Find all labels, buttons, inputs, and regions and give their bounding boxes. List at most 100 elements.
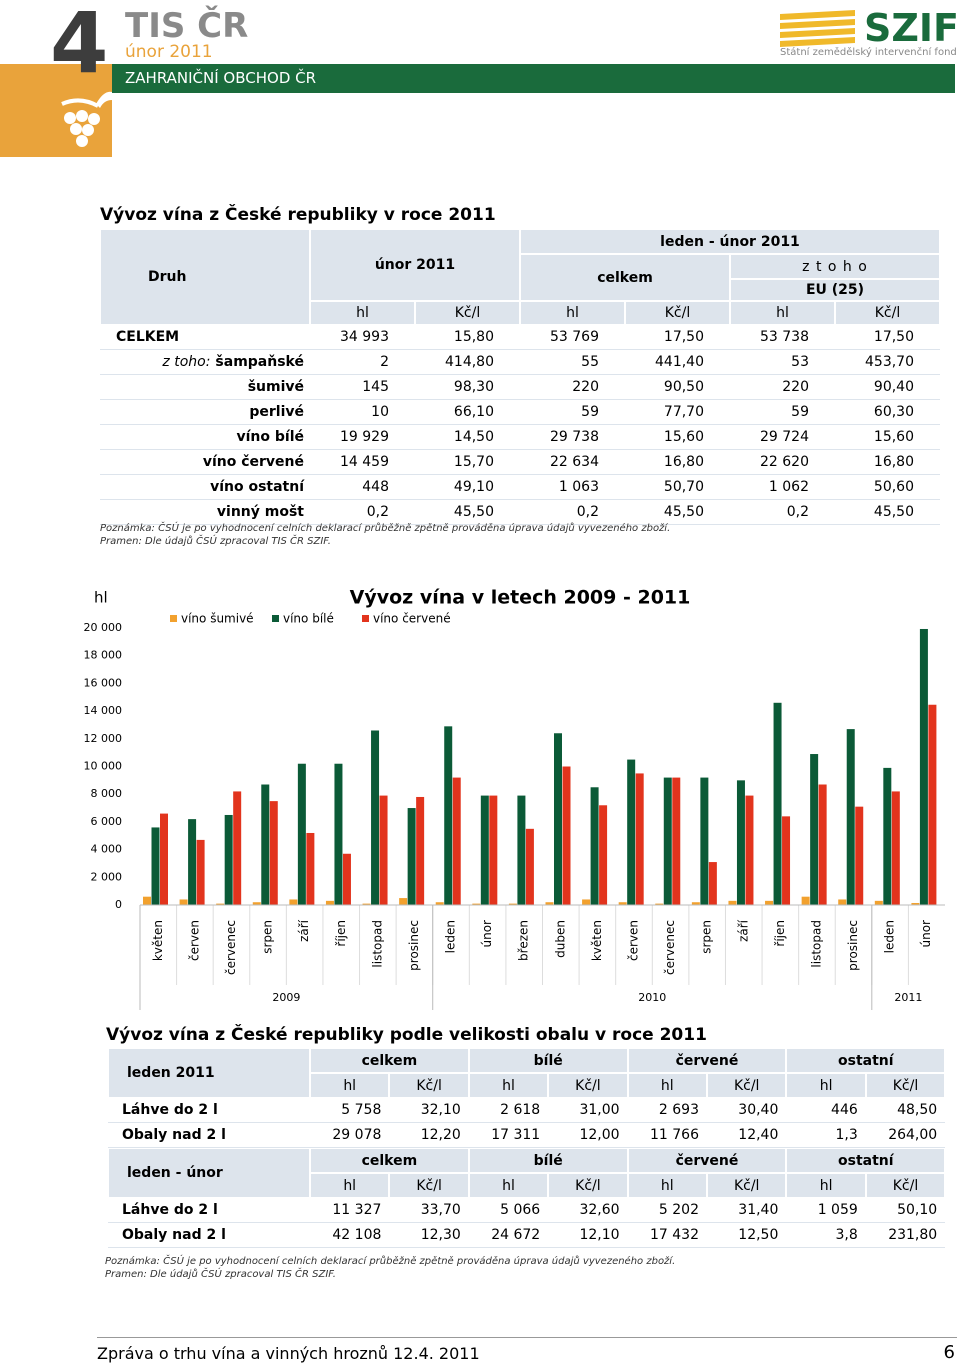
- cell: 17 432: [627, 1223, 707, 1248]
- cell: 31,40: [707, 1198, 787, 1223]
- bar: [334, 763, 343, 905]
- bar: [883, 767, 892, 905]
- cell: 42 108: [310, 1223, 390, 1248]
- x-tick-label: srpen: [261, 920, 275, 954]
- cell: 15,60: [835, 425, 940, 450]
- bar: [297, 763, 306, 905]
- bar: [472, 903, 481, 905]
- unit-cell: Kč/l: [625, 301, 730, 325]
- y-tick-label: 6 000: [91, 815, 123, 828]
- bar: [911, 902, 920, 905]
- cell: 34 993: [310, 325, 415, 350]
- cell: 90,50: [625, 375, 730, 400]
- unit-cell: hl: [786, 1173, 866, 1198]
- cell: 49,10: [415, 475, 520, 500]
- cell: 220: [520, 375, 625, 400]
- section: ZAHRANIČNÍ OBCHOD ČR: [125, 69, 317, 87]
- cell: 55: [520, 350, 625, 375]
- y-tick-label: 20 000: [84, 621, 123, 634]
- cell: 448: [310, 475, 415, 500]
- x-tick-label: leden: [444, 920, 458, 953]
- bar: [855, 806, 864, 905]
- bar: [599, 805, 608, 905]
- bar: [765, 900, 774, 905]
- y-tick-label: 8 000: [91, 787, 123, 800]
- note: Poznámka: ČSÚ je po vyhodnocení celních …: [100, 523, 671, 534]
- bar: [489, 795, 498, 905]
- cell: 1 059: [786, 1198, 866, 1223]
- cell: 2 618: [468, 1098, 549, 1123]
- bar: [554, 733, 562, 905]
- bar: [233, 791, 242, 905]
- row-label: víno červené: [100, 450, 310, 475]
- cell: 15,60: [625, 425, 730, 450]
- bar: [143, 896, 151, 905]
- cell: 5 202: [627, 1198, 707, 1223]
- cell: 53 769: [520, 325, 625, 350]
- row-label: perlivé: [100, 400, 310, 425]
- cell: 15,70: [415, 450, 520, 475]
- bar: [179, 899, 188, 905]
- unit-cell: Kč/l: [835, 301, 940, 325]
- unit-cell: Kč/l: [707, 1173, 787, 1198]
- cell: 3,8: [786, 1223, 866, 1248]
- cell: 32,60: [548, 1198, 628, 1223]
- header-cell: celkem: [520, 254, 730, 301]
- row-name: šumivé: [247, 379, 304, 395]
- header-cell: z t o h o: [730, 254, 940, 279]
- brand: TIS ČR: [125, 6, 249, 46]
- cell: 231,80: [865, 1223, 946, 1248]
- cell: 453,70: [835, 350, 940, 375]
- legend-label: víno bílé: [283, 612, 334, 626]
- cell: 2 693: [627, 1098, 707, 1123]
- unit-cell: hl: [310, 1173, 390, 1198]
- unit-cell: hl: [310, 301, 415, 325]
- row-label: víno bílé: [100, 425, 310, 450]
- bar: [342, 853, 351, 905]
- y-axis-label: hl: [94, 589, 108, 607]
- bar: [444, 726, 453, 905]
- section-bar: [112, 64, 955, 93]
- cell: 414,80: [415, 350, 520, 375]
- cell: 31,00: [548, 1098, 628, 1123]
- bar: [252, 902, 261, 905]
- cell: 33,70: [389, 1198, 469, 1223]
- cell: 16,80: [835, 450, 940, 475]
- y-tick-label: 10 000: [84, 760, 123, 773]
- bar: [846, 729, 855, 905]
- cell: 60,30: [835, 400, 940, 425]
- unit-cell: hl: [730, 301, 835, 325]
- bar: [891, 791, 900, 905]
- szif-stripes: [780, 10, 855, 47]
- cell: 22 620: [730, 450, 835, 475]
- cell: 66,10: [415, 400, 520, 425]
- row-label: víno ostatní: [100, 475, 310, 500]
- bar: [627, 759, 636, 905]
- bar: [362, 903, 371, 905]
- unit-cell: Kč/l: [389, 1073, 469, 1098]
- cell: 19 929: [310, 425, 415, 450]
- x-group-label: 2009: [272, 991, 300, 1004]
- group-header: ostatní: [786, 1048, 946, 1073]
- row-prefix: z toho:: [162, 354, 211, 370]
- table-title: Vývoz vína z České republiky v roce 2011: [100, 205, 496, 225]
- x-tick-label: březen: [517, 920, 531, 961]
- bar: [874, 900, 883, 905]
- x-tick-label: listopad: [370, 920, 384, 968]
- bar: [325, 900, 334, 905]
- x-tick-label: prosinec: [407, 920, 421, 971]
- bar: [562, 766, 571, 905]
- x-tick-label: květen: [151, 920, 165, 961]
- row-name: víno ostatní: [210, 479, 304, 495]
- bar: [151, 827, 160, 905]
- footer-page: 6: [943, 1342, 955, 1363]
- bar: [782, 816, 791, 905]
- cell: 45,50: [625, 500, 730, 525]
- cell: 14,50: [415, 425, 520, 450]
- group-header: bílé: [468, 1148, 628, 1173]
- bar: [801, 896, 810, 905]
- table-title: Vývoz vína z České republiky podle velik…: [106, 1025, 707, 1045]
- group-header: celkem: [310, 1148, 469, 1173]
- unit-cell: Kč/l: [389, 1173, 469, 1198]
- cell: 45,50: [415, 500, 520, 525]
